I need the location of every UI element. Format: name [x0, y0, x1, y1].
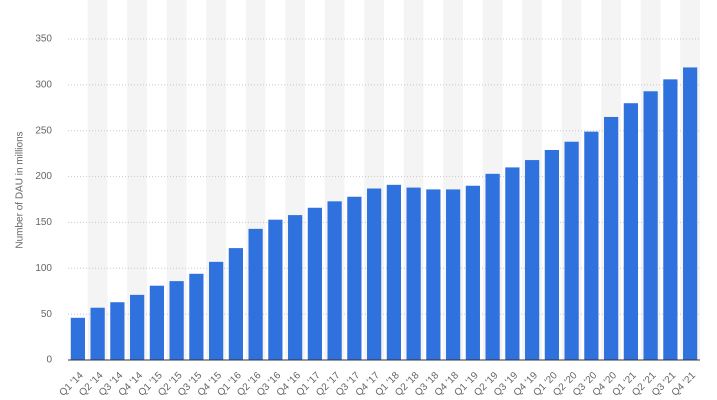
y-tick-label: 150	[35, 217, 52, 228]
y-tick-label: 250	[35, 125, 52, 136]
bar	[426, 189, 441, 360]
column-stripe	[87, 0, 108, 360]
bar	[367, 188, 382, 360]
bar	[663, 79, 678, 361]
bar	[228, 248, 243, 360]
column-stripe	[166, 0, 187, 360]
bar	[643, 91, 658, 360]
y-tick-label: 350	[35, 34, 52, 45]
bar	[446, 189, 461, 360]
column-stripe	[127, 0, 147, 360]
bar	[169, 281, 184, 360]
bar	[288, 215, 303, 360]
y-tick-label: 0	[46, 355, 52, 366]
bar	[584, 131, 599, 360]
y-tick-label: 300	[35, 79, 52, 90]
y-tick-label: 50	[41, 309, 53, 320]
bar	[248, 228, 263, 360]
bar	[110, 302, 125, 360]
bar	[268, 219, 283, 360]
bar	[505, 167, 520, 360]
bar	[623, 103, 638, 360]
y-tick-label: 100	[35, 263, 52, 274]
y-axis-label: Number of DAU in millions	[15, 131, 26, 248]
bar	[307, 207, 322, 360]
bar	[327, 201, 342, 360]
bar	[406, 187, 421, 360]
bar	[604, 116, 619, 360]
bar	[544, 149, 559, 360]
bar	[465, 185, 480, 360]
bar	[525, 160, 540, 360]
bar	[564, 141, 579, 360]
bar	[149, 285, 164, 360]
y-tick-label: 200	[35, 171, 52, 182]
bar	[209, 261, 224, 360]
bar	[683, 67, 698, 360]
bar	[485, 173, 500, 360]
bar	[90, 307, 105, 360]
bar	[189, 273, 204, 360]
bar	[70, 317, 85, 360]
bar	[130, 294, 145, 360]
bar	[386, 184, 401, 360]
bar	[347, 196, 362, 360]
